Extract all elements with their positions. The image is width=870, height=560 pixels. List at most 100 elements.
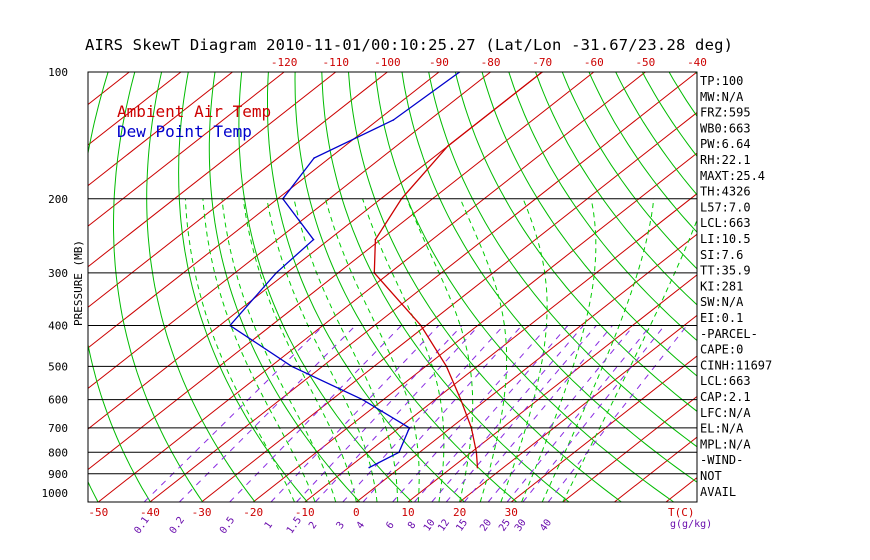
pressure-tick-label: 600 [48, 394, 68, 407]
index-value-label: AVAIL [700, 485, 736, 499]
isotherm-line [769, 72, 870, 502]
pressure-tick-label: 100 [48, 66, 68, 79]
isotherm-line [304, 193, 697, 502]
dry-adiabat-line [294, 72, 518, 502]
mixing-ratio-tick-label: 40 [538, 517, 554, 533]
mixing-ratio-tick-label: 2 [307, 520, 319, 531]
dry-adiabat-line [0, 72, 28, 502]
index-value-label: LFC:N/A [700, 406, 751, 420]
isotherm-line [88, 72, 130, 106]
page-title: AIRS SkewT Diagram 2010-11-01/00:10:25.2… [85, 36, 734, 54]
isotherm-line [88, 72, 337, 268]
isotherm-line [88, 72, 388, 308]
dry-adiabat-line [146, 72, 256, 502]
isotherm-line [459, 314, 697, 502]
pressure-tick-label: 400 [48, 320, 68, 333]
series-point [312, 238, 315, 241]
series-point [447, 145, 449, 147]
mixing-ratio-tick-label: 25 [497, 517, 513, 533]
index-value-label: CINH:11697 [700, 358, 772, 372]
bottom-temp-tick-label: 0 [353, 506, 360, 519]
index-value-label: LCL:663 [700, 374, 751, 388]
dry-adiabat-line [829, 72, 870, 502]
mixing-ratio-tick-label: 20 [478, 517, 494, 533]
moist-adiabat-line [242, 198, 357, 502]
index-value-label: KI:281 [700, 279, 743, 293]
top-temp-tick-label: -120 [271, 56, 298, 69]
dry-adiabat-line [561, 72, 697, 270]
isotherm-line [98, 72, 646, 502]
pressure-tick-label: 700 [48, 422, 68, 435]
dry-adiabat-line [178, 72, 308, 502]
mixing-ratio-line [463, 325, 613, 502]
mixing-ratio-tick-label: 4 [355, 520, 367, 531]
index-value-label: TH:4326 [700, 185, 751, 199]
series-line-dew-point-temp [229, 72, 460, 469]
series-point [374, 238, 377, 241]
mixing-ratio-tick-label: 12 [436, 517, 452, 533]
isotherm-line [562, 395, 697, 502]
dry-adiabat-line [428, 72, 697, 448]
mixing-ratio-tick-label: 10 [422, 517, 438, 533]
dry-adiabat-line [208, 72, 361, 502]
moist-adiabat-line [521, 198, 597, 502]
dry-adiabat-line [88, 72, 151, 502]
series-point [313, 157, 315, 159]
bottom-temp-tick-label: -10 [295, 506, 315, 519]
isotherm-line [252, 152, 697, 502]
mixing-ratio-line [392, 325, 549, 502]
index-value-label: PW:6.64 [700, 137, 751, 151]
dry-adiabat-line [508, 72, 697, 342]
mixing-ratio-tick-label: 0.5 [218, 515, 237, 536]
index-value-label: -WIND- [700, 453, 743, 467]
series-point [476, 466, 479, 469]
dry-adiabat-line [401, 72, 697, 483]
mixing-ratio-line [342, 325, 504, 502]
dry-adiabat-line [641, 72, 697, 158]
legend-entry: Dew Point Temp [117, 122, 252, 141]
moist-adiabat-line [500, 198, 548, 502]
index-value-label: NOT [700, 469, 722, 483]
isotherm-line [510, 355, 697, 502]
bottom-temp-unit-label: T(C) [668, 506, 695, 519]
bottom-temp-tick-label: -30 [192, 506, 212, 519]
mixing-ratio-line [522, 325, 665, 502]
mixing-ratio-line [414, 325, 569, 502]
top-temp-tick-label: -40 [687, 56, 707, 69]
dry-adiabat-line [454, 72, 697, 412]
bottom-temp-tick-label: 20 [453, 506, 466, 519]
pressure-tick-label: 500 [48, 360, 68, 373]
index-value-label: -PARCEL- [700, 327, 758, 341]
top-temp-tick-label: -50 [635, 56, 655, 69]
moist-adiabat-line [459, 198, 508, 502]
isotherm-line [356, 233, 697, 502]
plot-frame [87, 71, 698, 503]
isotherm-line [88, 72, 233, 187]
mixing-ratio-line [179, 325, 356, 502]
index-value-label: L57:7.0 [700, 200, 751, 214]
mixing-ratio-tick-label: 3 [335, 520, 347, 531]
isotherm-line [407, 274, 697, 502]
pressure-tick-label: 300 [48, 267, 68, 280]
pressure-tick-label: 900 [48, 468, 68, 481]
mixing-ratio-tick-label: 6 [384, 520, 396, 531]
mixing-ratio-line [270, 325, 440, 502]
dry-adiabat-line [776, 72, 870, 502]
series-point [368, 466, 371, 469]
mixing-ratio-line [547, 325, 688, 502]
index-value-label: CAPE:0 [700, 343, 743, 357]
y-axis-label: PRESSURE (MB) [72, 240, 85, 326]
dry-adiabat-line [535, 72, 697, 306]
top-temp-tick-label: -90 [429, 56, 449, 69]
mixing-ratio-line [314, 325, 480, 502]
mixing-ratio-tick-label: 30 [513, 517, 529, 533]
index-value-label: MPL:N/A [700, 437, 751, 451]
dry-adiabat-line [803, 72, 870, 502]
index-value-label: SI:7.6 [700, 248, 743, 262]
moist-adiabat-line [325, 198, 420, 502]
mixing-ratio-line [506, 325, 651, 502]
pressure-tick-label: 200 [48, 193, 68, 206]
index-value-label: TP:100 [700, 74, 743, 88]
dry-adiabat-line [348, 72, 622, 502]
